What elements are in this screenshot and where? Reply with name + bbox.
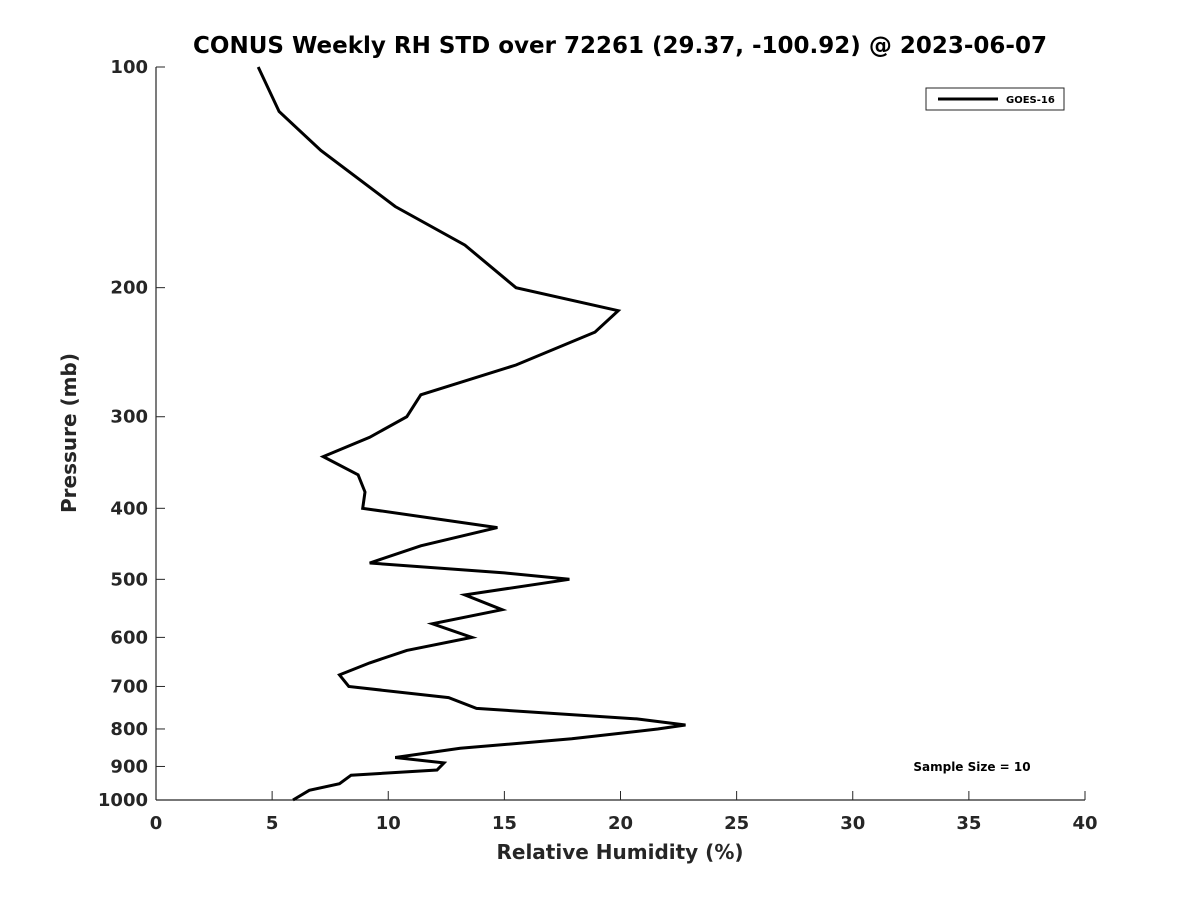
x-tick-label: 15 [492,813,517,834]
y-tick-label: 100 [110,57,148,78]
y-tick-label: 800 [110,719,148,740]
legend-label-goes16: GOES-16 [1006,95,1055,106]
chart-title: CONUS Weekly RH STD over 72261 (29.37, -… [193,33,1047,59]
plot-area [156,67,1085,800]
x-tick-label: 5 [266,813,279,834]
x-ticks: 0 5 10 15 20 25 30 35 40 [150,791,1098,834]
y-tick-label: 300 [110,407,148,428]
x-tick-label: 35 [956,813,981,834]
x-tick-label: 30 [840,813,865,834]
x-tick-label: 40 [1072,813,1097,834]
x-tick-label: 25 [724,813,749,834]
y-tick-label: 600 [110,627,148,648]
x-tick-label: 20 [608,813,633,834]
x-axis-label: Relative Humidity (%) [496,840,743,864]
series-group [256,66,686,802]
x-tick-label: 10 [376,813,401,834]
y-tick-label: 1000 [98,790,148,811]
legend: GOES-16 [925,87,1065,111]
x-tick-label: 0 [150,813,163,834]
series-line-goes-16 [256,66,686,802]
y-ticks: 100 200 300 400 500 600 700 800 900 1000 [98,57,165,811]
y-tick-label: 400 [110,498,148,519]
y-tick-label: 900 [110,756,148,777]
y-tick-label: 700 [110,676,148,697]
y-axis-label: Pressure (mb) [57,353,81,513]
sample-size-annotation: Sample Size = 10 [913,760,1030,774]
y-tick-label: 200 [110,278,148,299]
y-tick-label: 500 [110,569,148,590]
